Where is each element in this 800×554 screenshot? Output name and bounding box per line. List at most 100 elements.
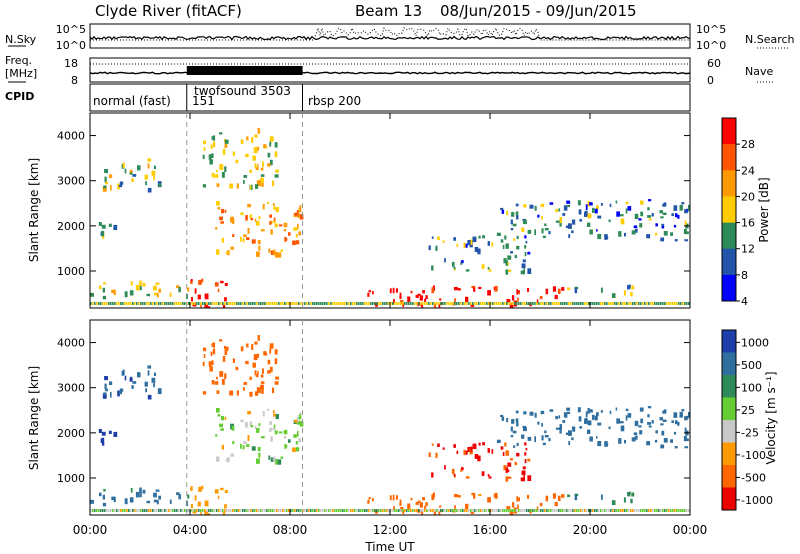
power-cell <box>257 128 260 134</box>
power-cell <box>102 295 107 300</box>
velocity-cell <box>216 509 218 512</box>
velocity-cell <box>184 509 186 512</box>
velocity-cell <box>244 509 246 512</box>
velocity-cell <box>460 509 462 512</box>
power-cell <box>262 161 264 167</box>
power-colorbar-tick-label: 12 <box>741 243 755 256</box>
power-cell <box>594 208 598 214</box>
velocity-cell <box>646 441 651 446</box>
velocity-cell <box>421 510 424 515</box>
y-tick-label: 4000 <box>57 130 85 143</box>
power-cell <box>462 302 464 305</box>
power-cell <box>258 245 261 251</box>
power-cell <box>392 302 394 305</box>
power-cell <box>510 302 512 305</box>
velocity-cell <box>456 494 458 497</box>
power-cell <box>190 280 193 284</box>
velocity-cell <box>663 409 667 413</box>
velocity-cell <box>630 509 632 512</box>
power-cell <box>216 201 220 206</box>
velocity-cell <box>516 452 520 457</box>
velocity-cell <box>130 488 133 493</box>
velocity-cell <box>258 423 261 427</box>
velocity-cell <box>221 379 225 385</box>
power-cell <box>280 302 282 305</box>
velocity-cell <box>647 422 651 425</box>
power-cell <box>204 293 209 300</box>
power-cell <box>638 302 640 305</box>
beam-label: Beam 13 <box>355 2 422 20</box>
power-cell <box>221 209 225 214</box>
power-cell <box>278 302 280 305</box>
velocity-cell <box>587 407 590 414</box>
velocity-cell <box>260 385 264 389</box>
velocity-cell <box>544 430 547 434</box>
velocity-cell <box>178 509 180 512</box>
velocity-cell <box>530 509 532 512</box>
power-cell <box>90 302 92 305</box>
power-cell <box>119 181 122 187</box>
velocity-cell <box>400 509 402 512</box>
power-cell <box>208 302 210 305</box>
velocity-cell <box>503 465 507 471</box>
power-cell <box>597 215 602 219</box>
velocity-cell <box>606 509 608 512</box>
power-cell <box>511 295 515 301</box>
velocity-cell <box>280 509 282 512</box>
power-cell <box>394 302 396 305</box>
x-tick-label: 00:00 <box>73 523 108 537</box>
power-cell <box>296 213 301 218</box>
power-cell <box>216 183 220 187</box>
power-cell <box>596 229 598 232</box>
velocity-cell <box>610 509 612 512</box>
velocity-cell <box>326 509 328 512</box>
power-cell <box>130 302 132 305</box>
velocity-cell <box>678 509 680 512</box>
power-cell <box>283 229 287 232</box>
velocity-cell <box>482 442 485 446</box>
velocity-cell <box>470 511 475 514</box>
power-cell <box>230 246 234 250</box>
power-cell <box>454 298 456 303</box>
velocity-cell <box>256 387 261 394</box>
power-cell <box>220 302 222 305</box>
velocity-cell <box>478 493 482 496</box>
power-cell <box>310 302 312 305</box>
power-cell <box>210 302 212 305</box>
velocity-cell <box>316 509 318 512</box>
cpid-mode-label: twofsound 3503 <box>194 84 291 98</box>
power-cell <box>234 302 236 305</box>
power-cell <box>574 288 578 294</box>
power-cell <box>561 287 565 291</box>
velocity-cell <box>252 509 254 512</box>
velocity-cell <box>214 381 219 385</box>
power-cell <box>558 302 560 305</box>
power-cell <box>544 223 547 227</box>
velocity-cell <box>262 411 265 417</box>
power-cell <box>505 260 509 266</box>
power-cell <box>410 290 413 294</box>
power-cell <box>210 144 213 150</box>
velocity-cell <box>388 509 390 512</box>
velocity-cell <box>491 449 494 454</box>
velocity-cell <box>155 489 160 492</box>
velocity-cell <box>444 509 446 512</box>
velocity-cell <box>187 494 190 499</box>
power-cell <box>579 219 583 222</box>
velocity-cell <box>424 509 426 512</box>
power-cell <box>220 221 224 224</box>
velocity-cell <box>566 407 571 411</box>
velocity-cell <box>224 346 229 351</box>
velocity-cell <box>639 430 643 435</box>
power-cell <box>477 248 481 255</box>
power-cell <box>632 302 634 305</box>
power-cell <box>557 288 561 294</box>
power-cell <box>612 302 614 305</box>
velocity-cell <box>306 509 308 512</box>
power-cell <box>412 302 414 305</box>
velocity-cell <box>520 477 525 482</box>
velocity-cell <box>261 390 264 394</box>
power-cell <box>374 302 376 305</box>
power-cell <box>94 302 96 305</box>
power-cell <box>580 302 582 305</box>
